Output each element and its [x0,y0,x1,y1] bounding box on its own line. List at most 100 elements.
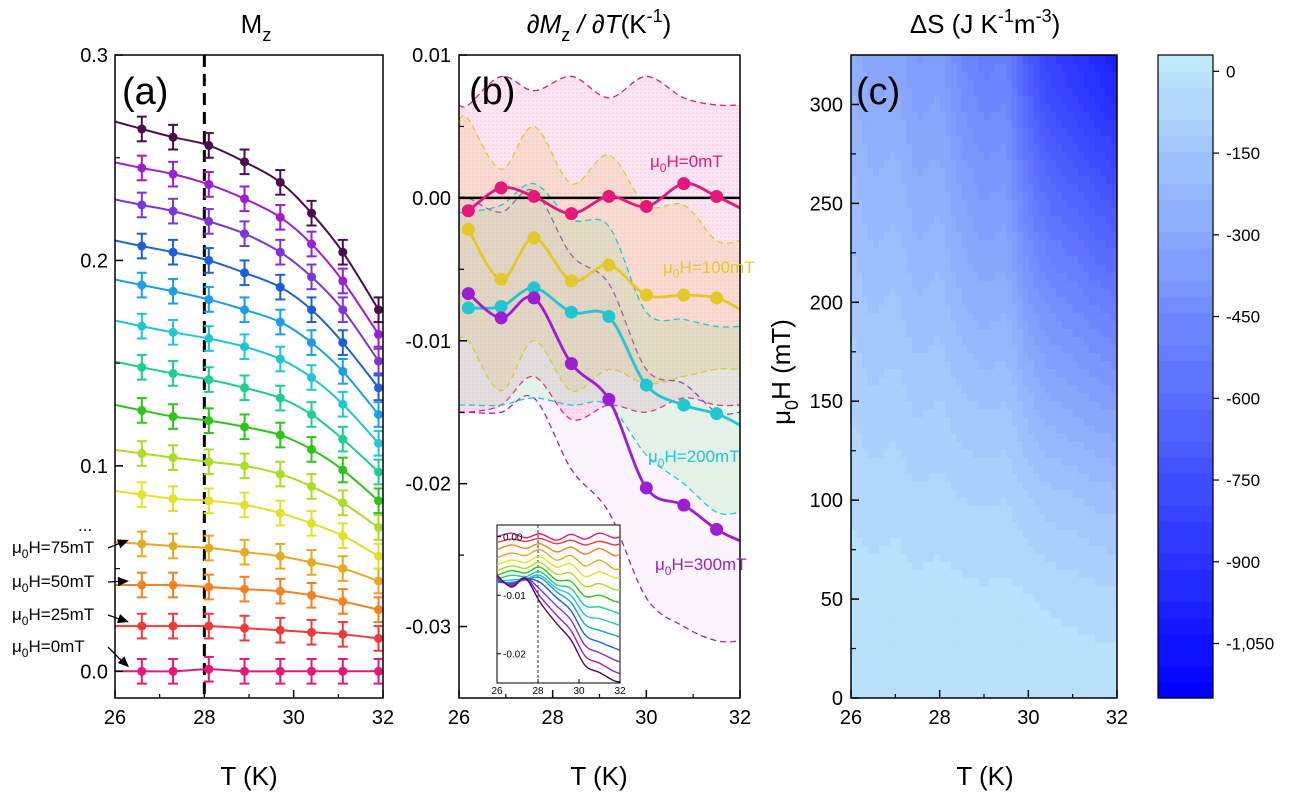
heatmap-cell [900,689,908,698]
heatmap-cell [1028,376,1035,386]
heatmap-cell [1072,320,1079,329]
heatmap-cell [1078,320,1085,329]
heatmap-cell [1072,529,1079,538]
data-point [374,356,383,366]
heatmap-cell [1061,320,1068,329]
heatmap-cell [978,497,985,506]
heatmap-cell [1078,537,1085,546]
heatmap-cell [867,376,874,386]
heatmap-cell [1028,183,1035,193]
heatmap-cell [906,561,913,570]
heatmap-cell [878,71,885,80]
heatmap-cell [1056,593,1063,603]
heatmap-cell [967,255,974,265]
heatmap-cell [978,71,985,80]
heatmap-cell [900,569,908,579]
heatmap-cell [978,247,985,257]
heatmap-cell [906,553,913,562]
heatmap-cell [1017,87,1024,96]
heatmap-cell [917,215,924,225]
heatmap-cell [1017,472,1024,482]
heatmap-cells [851,55,1117,698]
heatmap-cell [1061,288,1068,297]
heatmap-cell [989,545,996,554]
heatmap-cell [1111,263,1117,273]
heatmap-cell [873,625,880,635]
heatmap-cell [934,440,941,450]
heatmap-cell [917,320,924,329]
heatmap-cell [972,505,980,514]
data-point [137,362,147,372]
heatmap-cell [1050,472,1057,482]
heatmap-cell [961,55,968,64]
heatmap-cell [1078,689,1085,698]
heatmap-cell [884,159,891,169]
data-point [168,541,178,551]
heatmap-cell [972,408,980,418]
heatmap-cell [906,681,913,691]
heatmap-cell [995,625,1002,635]
heatmap-cell [1100,360,1107,370]
x-tick-label: 28 [929,707,951,729]
heatmap-cell [1078,288,1085,297]
heatmap-cell [1033,55,1041,64]
heatmap-cell [967,368,974,378]
heatmap-cell [906,87,913,96]
heatmap-cell [856,593,863,603]
heatmap-cell [1111,135,1117,145]
heatmap-cell [1011,609,1018,619]
heatmap-cell [1056,55,1063,64]
heatmap-cell [934,489,941,498]
heatmap-cell [911,569,919,579]
heatmap-cell [984,167,991,177]
heatmap-cell [889,127,896,136]
heatmap-cell [1011,601,1018,611]
heatmap-cell [1078,344,1085,353]
heatmap-cell [1078,505,1085,514]
heatmap-cell [989,561,996,570]
heatmap-cell [856,304,863,313]
heatmap-cell [972,328,980,337]
heatmap-cell [923,151,930,161]
heatmap-cell [934,55,941,64]
heatmap-cell [895,151,902,161]
heatmap-cell [1039,320,1046,329]
heatmap-cell [900,529,908,538]
data-point [307,338,317,348]
data-point [240,666,250,676]
mz-series-5 [115,440,383,541]
heatmap-cell [995,440,1002,450]
heatmap-cell [950,175,957,185]
heatmap-cell [1061,352,1068,362]
heatmap-cell [961,673,968,683]
heatmap-cell [1033,464,1041,474]
heatmap-cell [995,480,1002,490]
heatmap-cell [939,641,946,651]
heatmap-cell [1033,593,1041,603]
inset-series-2 [497,543,620,557]
heatmap-cell [1089,272,1096,281]
heatmap-cell [956,400,963,410]
heatmap-cell [1028,127,1035,136]
heatmap-cell [1056,489,1063,498]
heatmap-cell [928,464,935,474]
heatmap-cell [889,497,896,506]
heatmap-cell [978,537,985,546]
heatmap-cell [1105,159,1113,169]
heatmap-cell [1022,95,1029,104]
heatmap-cell [1039,384,1046,394]
heatmap-cell [900,103,908,112]
heatmap-cell [1006,191,1013,201]
data-point [602,258,616,272]
heatmap-cell [911,432,919,442]
heatmap-cell [1072,95,1079,104]
heatmap-cell [995,231,1002,241]
heatmap-cell [900,392,908,402]
ellipsis-label: ... [78,516,92,535]
heatmap-cell [1033,360,1041,370]
heatmap-cell [1105,215,1113,225]
heatmap-cell [1033,545,1041,554]
heatmap-cell [911,641,919,651]
heatmap-cell [851,577,858,587]
heatmap-cell [945,617,952,627]
